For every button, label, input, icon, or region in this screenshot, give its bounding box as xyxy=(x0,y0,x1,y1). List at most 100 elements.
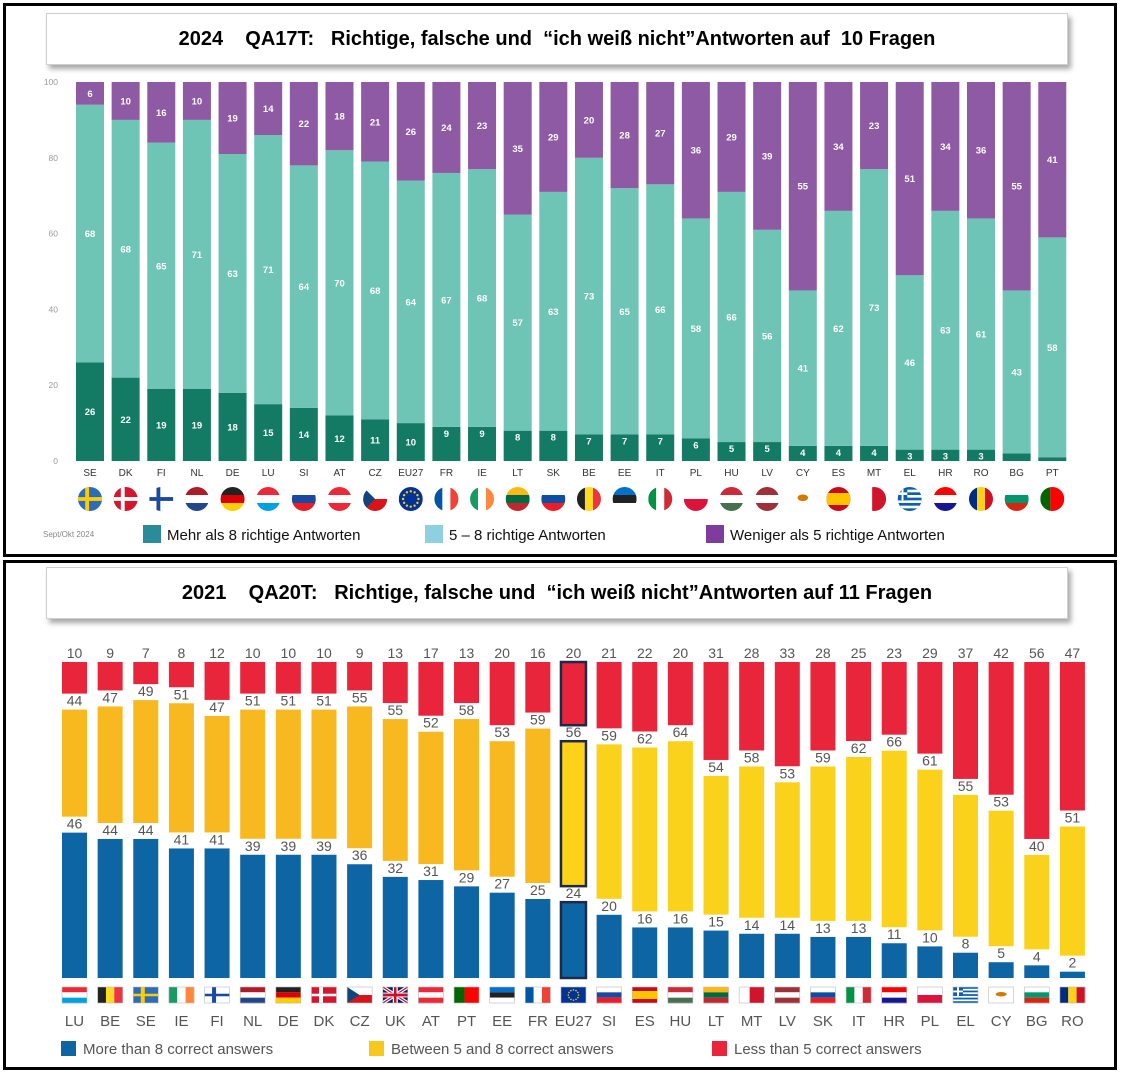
data-label: 36 xyxy=(976,146,987,157)
flag-fi-icon xyxy=(204,986,230,1004)
bar-segment xyxy=(646,82,675,185)
bar-segment xyxy=(275,662,301,694)
legend-swatch xyxy=(706,525,724,543)
bar-segment xyxy=(133,838,159,978)
data-label: 5 xyxy=(729,444,735,455)
data-label: 58 xyxy=(459,702,475,718)
data-label: 63 xyxy=(940,326,951,337)
data-label: 10 xyxy=(120,96,131,107)
flag-dk-icon xyxy=(113,487,138,511)
data-label: 47 xyxy=(209,699,225,715)
data-label: 31 xyxy=(423,863,439,879)
x-tick-label: LU xyxy=(65,1013,84,1030)
data-label: 23 xyxy=(886,645,902,661)
bar-segment xyxy=(62,709,87,817)
bar-segment xyxy=(1002,453,1031,461)
bar-segment xyxy=(860,82,889,170)
bar-segment xyxy=(396,423,425,461)
data-label: 7 xyxy=(622,436,627,447)
bar-segment xyxy=(254,404,283,461)
data-label: 56 xyxy=(1029,645,1045,661)
bar-segment xyxy=(1002,82,1031,291)
data-label: 59 xyxy=(601,727,617,743)
bar-segment xyxy=(574,434,603,461)
data-label: 63 xyxy=(227,269,238,280)
data-label: 65 xyxy=(156,261,167,272)
flag-fr-icon xyxy=(525,986,551,1004)
data-label: 66 xyxy=(726,312,737,323)
flag-lv-icon xyxy=(774,986,801,1004)
x-tick-label: HU xyxy=(670,1013,692,1030)
x-tick-label: IT xyxy=(656,468,665,479)
data-label: 40 xyxy=(1029,838,1045,854)
flag-ro-icon xyxy=(969,487,993,511)
data-label: 55 xyxy=(387,702,403,718)
data-label: 16 xyxy=(156,108,167,119)
x-tick-label: AT xyxy=(333,468,345,479)
x-tick-label: HR xyxy=(938,468,952,479)
flag-ie-icon xyxy=(168,986,195,1004)
legend-label: Between 5 and 8 correct answers xyxy=(391,1041,614,1058)
flag-lt-icon xyxy=(703,986,729,1004)
flag-hr-icon xyxy=(881,986,908,1004)
data-label: 19 xyxy=(156,420,167,431)
bar-segment xyxy=(703,775,729,915)
data-label: 28 xyxy=(744,645,760,661)
x-tick-label: EE xyxy=(492,1013,512,1030)
data-label: 9 xyxy=(479,429,484,440)
flag-bg-icon xyxy=(1004,487,1029,511)
source-note: Sept/Okt 2024 xyxy=(43,530,95,539)
bar-segment xyxy=(931,210,960,450)
data-label: 34 xyxy=(940,142,951,153)
data-label: 3 xyxy=(907,452,912,463)
bar-segment xyxy=(503,430,532,461)
flag-be-icon xyxy=(576,487,601,511)
x-tick-label: LU xyxy=(262,468,275,479)
data-label: 47 xyxy=(1065,645,1081,661)
data-label: 41 xyxy=(1047,155,1058,166)
data-label: 41 xyxy=(209,831,225,847)
bar-segment xyxy=(881,943,907,978)
bar-segment xyxy=(739,766,765,918)
bar-segment xyxy=(917,946,943,978)
bar-segment xyxy=(846,662,872,741)
bar-segment xyxy=(289,82,318,166)
bar-segment xyxy=(275,854,301,978)
x-tick-label: LV xyxy=(761,468,773,479)
data-label: 12 xyxy=(209,645,225,661)
bar-segment xyxy=(895,82,924,276)
legend-label: Less than 5 correct answers xyxy=(734,1041,922,1058)
x-tick-label: NL xyxy=(191,468,204,479)
data-label: 70 xyxy=(334,278,345,289)
flag-at-icon xyxy=(327,487,352,511)
x-tick-label: EL xyxy=(956,1013,974,1030)
bar-segment xyxy=(168,703,194,833)
bar-segment xyxy=(182,82,211,120)
bar-segment xyxy=(703,930,729,978)
flag-ro-icon xyxy=(1059,986,1086,1004)
data-label: 16 xyxy=(637,910,653,926)
bar-segment xyxy=(489,662,515,726)
bar-segment xyxy=(953,794,978,937)
data-label: 10 xyxy=(922,929,938,945)
data-label: 64 xyxy=(299,282,310,293)
bar-segment xyxy=(1024,965,1050,978)
data-label: 17 xyxy=(423,645,439,661)
bar-segment xyxy=(917,769,943,931)
x-tick-label: EL xyxy=(904,468,917,479)
data-label: 43 xyxy=(1011,367,1022,378)
flag-it-icon xyxy=(648,487,673,511)
bar-segment xyxy=(432,172,461,427)
data-label: 13 xyxy=(815,920,831,936)
bar-segment xyxy=(468,82,497,170)
y-tick-label: 80 xyxy=(49,153,59,163)
bar-segment xyxy=(774,933,800,978)
data-label: 27 xyxy=(494,876,510,892)
data-label: 25 xyxy=(530,882,546,898)
flag-lu-icon xyxy=(256,487,281,511)
x-tick-label: FI xyxy=(157,468,166,479)
data-label: 33 xyxy=(780,645,796,661)
bar-segment xyxy=(681,82,710,219)
bar-segment xyxy=(97,706,123,823)
bar-segment xyxy=(559,739,588,888)
